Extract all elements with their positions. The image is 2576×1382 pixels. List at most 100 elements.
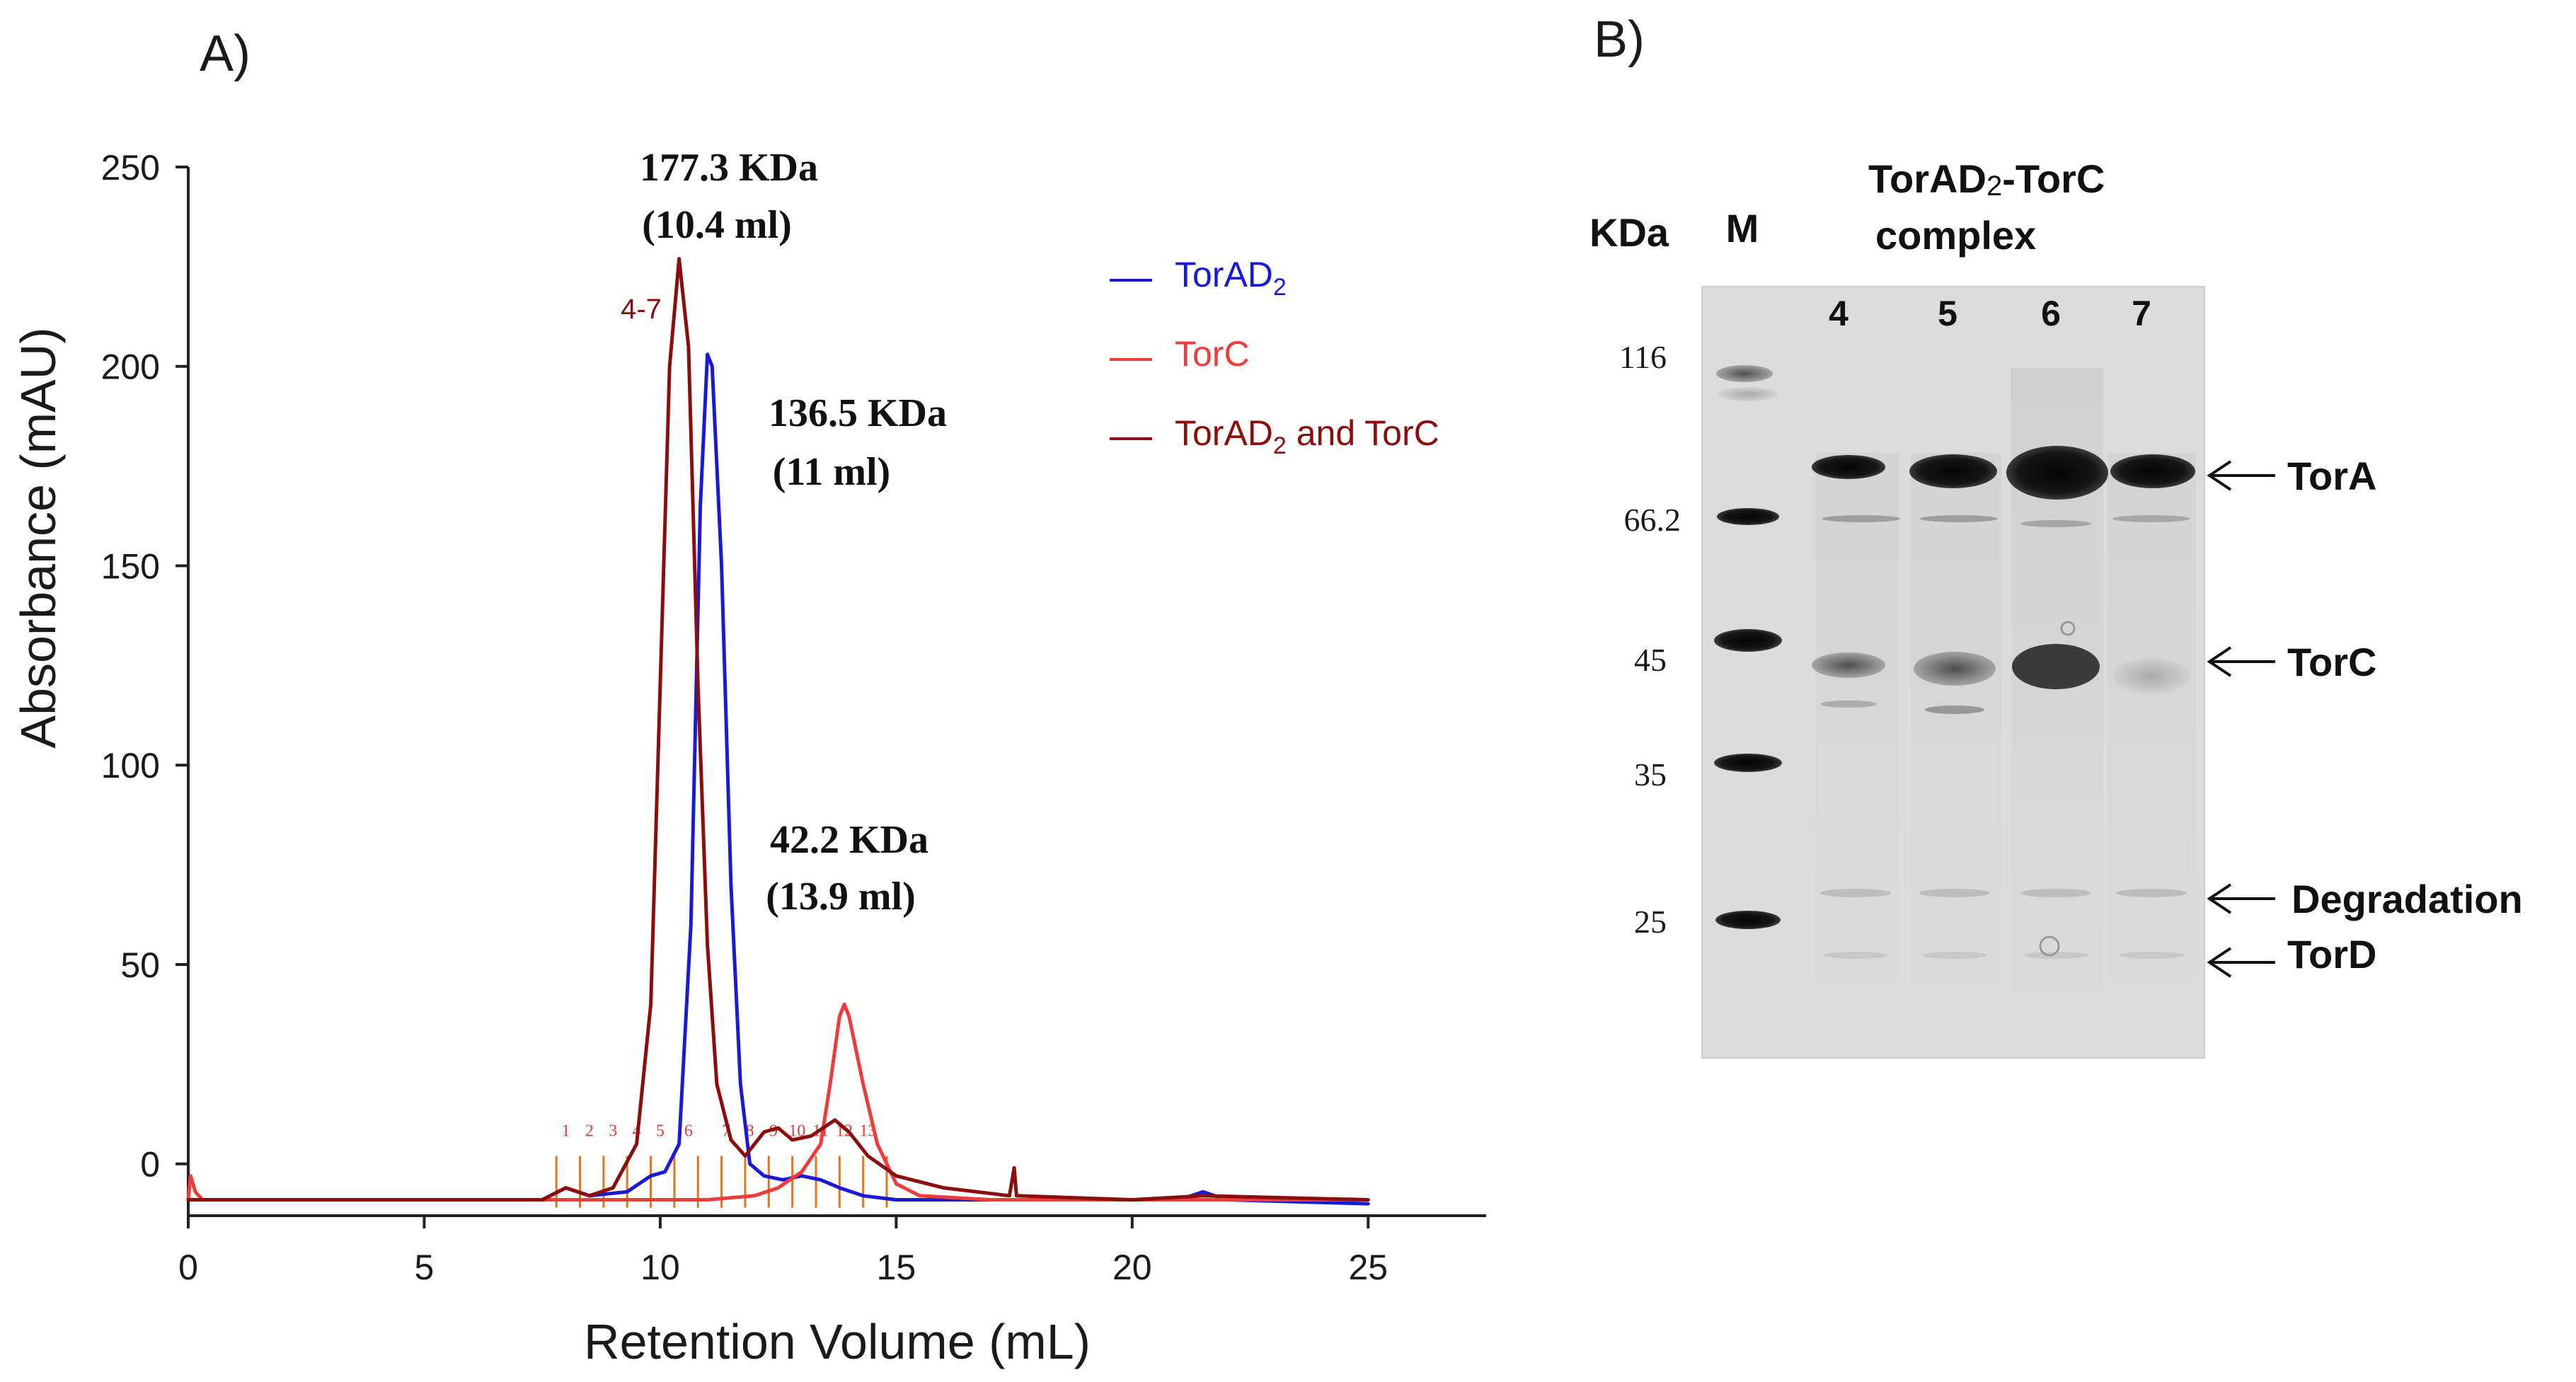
gel-bubble (2039, 935, 2060, 957)
complex-title: TorAD2-TorC (1868, 156, 2105, 202)
torc-band-lane7 (2112, 657, 2190, 694)
kda-label: KDa (1589, 210, 1669, 255)
panel-b-label: B) (1594, 11, 1645, 68)
lane-number: 4 (1829, 294, 1848, 333)
peak-fraction-marker: 4-7 (621, 294, 662, 325)
arrow-head (2207, 947, 2232, 978)
chart-axes (187, 167, 1486, 1217)
band-annotation-tord: TorD (2207, 932, 2377, 978)
band-label: Degradation (2292, 877, 2523, 921)
degradation-band (1820, 889, 1891, 897)
fraction-label: 6 (684, 1122, 693, 1140)
torc-band-lane4 (1812, 652, 1885, 678)
tora-band-lane7 (2110, 454, 2195, 488)
x-tick-label: 15 (877, 1248, 916, 1287)
legend-entry-torc: TorC (1110, 334, 1250, 374)
series-lines (186, 257, 1370, 1206)
legend-entry-toread2: TorAD2 (1110, 255, 1287, 301)
band-annotation-torc: TorC (2207, 640, 2377, 684)
sds-page-gel: KDa M TorAD2-TorC complex 4 5 6 7 116 66… (1589, 156, 2523, 1059)
tora-band-lane5 (1909, 454, 1997, 488)
y-axis-title: Absorbance (mAU) (11, 327, 66, 748)
marker-lane (1714, 365, 1782, 929)
marker-band (1716, 365, 1773, 382)
gel-border (1701, 286, 2205, 1059)
arrow-head (2207, 883, 2232, 914)
x-tick-label: 20 (1112, 1248, 1152, 1287)
legend-entry-complex: TorAD2 and TorC (1110, 413, 1439, 459)
fraction-label: 1 (562, 1122, 570, 1140)
marker-band (1714, 629, 1782, 652)
mw-marker-label: 35 (1634, 756, 1667, 793)
band-label: TorD (2287, 932, 2377, 977)
degradation-band (2020, 889, 2091, 897)
annotation-line2: (11 ml) (773, 450, 890, 494)
annotation-line2: (13.9 ml) (766, 875, 916, 919)
complex-title-line2: complex (1875, 213, 2036, 258)
legend-label: TorC (1175, 334, 1250, 374)
legend-label: TorAD2 and TorC (1175, 413, 1439, 459)
mw-marker-label: 116 (1619, 339, 1667, 375)
degradation-band (1919, 889, 1990, 897)
y-tick-label: 200 (101, 347, 160, 387)
peak-annotation-136: 136.5 KDa (11 ml) (769, 391, 947, 494)
tord-band (2119, 952, 2184, 959)
annotation-line1: 136.5 KDa (769, 391, 947, 435)
mw-marker-label: 66.2 (1624, 502, 1681, 538)
x-tick-label: 5 (415, 1248, 435, 1287)
tora-band-lane4 (1812, 455, 1885, 479)
mw-marker-label: 45 (1634, 642, 1667, 678)
marker-band (1718, 387, 1778, 401)
band-annotation-degradation: Degradation (2207, 877, 2523, 921)
band-label: TorC (2287, 640, 2377, 684)
mw-marker-label: 25 (1634, 904, 1667, 940)
annotation-line2: (10.4 ml) (642, 203, 792, 247)
faint-band (1925, 706, 1984, 714)
x-tick-label: 0 (178, 1248, 198, 1287)
fraction-label: 2 (585, 1122, 594, 1140)
band-label: TorA (2287, 454, 2377, 498)
faint-band (2112, 515, 2190, 522)
faint-band (2020, 520, 2091, 527)
chart-legend: TorAD2 TorC TorAD2 and TorC (1110, 255, 1439, 459)
faint-band (1820, 701, 1877, 708)
marker-lane-label: M (1726, 206, 1759, 251)
faint-band (1920, 515, 1998, 522)
torc-band-lane6 (2012, 644, 2100, 689)
marker-band (1717, 508, 1779, 525)
lane-number: 7 (2132, 294, 2151, 333)
x-tick-label: 25 (1348, 1248, 1388, 1287)
y-tick-label: 0 (140, 1145, 160, 1185)
fraction-label: 3 (609, 1122, 617, 1140)
y-tick-label: 100 (101, 746, 160, 785)
band-annotation-tora: TorA (2207, 454, 2377, 498)
lane-number: 5 (1938, 294, 1957, 333)
degradation-band (2116, 889, 2187, 897)
annotation-line1: 177.3 KDa (640, 146, 818, 190)
series-line-2 (186, 257, 1370, 1202)
lane-smear (1815, 453, 1899, 991)
gel-bubble (2060, 621, 2076, 636)
marker-band (1714, 754, 1782, 772)
lane-smear (2108, 453, 2196, 991)
arrow-head (2207, 646, 2232, 677)
torc-band-lane5 (1914, 652, 1996, 686)
lane-smear (1911, 453, 2001, 991)
panel-a-label: A) (200, 25, 251, 82)
arrow-head (2207, 460, 2232, 491)
y-tick-label: 50 (120, 945, 160, 985)
tora-band-lane6 (2006, 446, 2108, 500)
faint-band (1822, 515, 1900, 522)
marker-band (1715, 911, 1781, 929)
y-tick-label: 250 (101, 148, 160, 188)
annotation-line1: 42.2 KDa (770, 818, 928, 862)
tord-band (1823, 952, 1888, 959)
x-axis-title: Retention Volume (mL) (584, 1314, 1091, 1369)
x-tick-label: 10 (640, 1248, 680, 1287)
y-tick-label: 150 (101, 546, 160, 586)
lane-number: 6 (2041, 294, 2061, 333)
tord-band (2023, 952, 2088, 959)
